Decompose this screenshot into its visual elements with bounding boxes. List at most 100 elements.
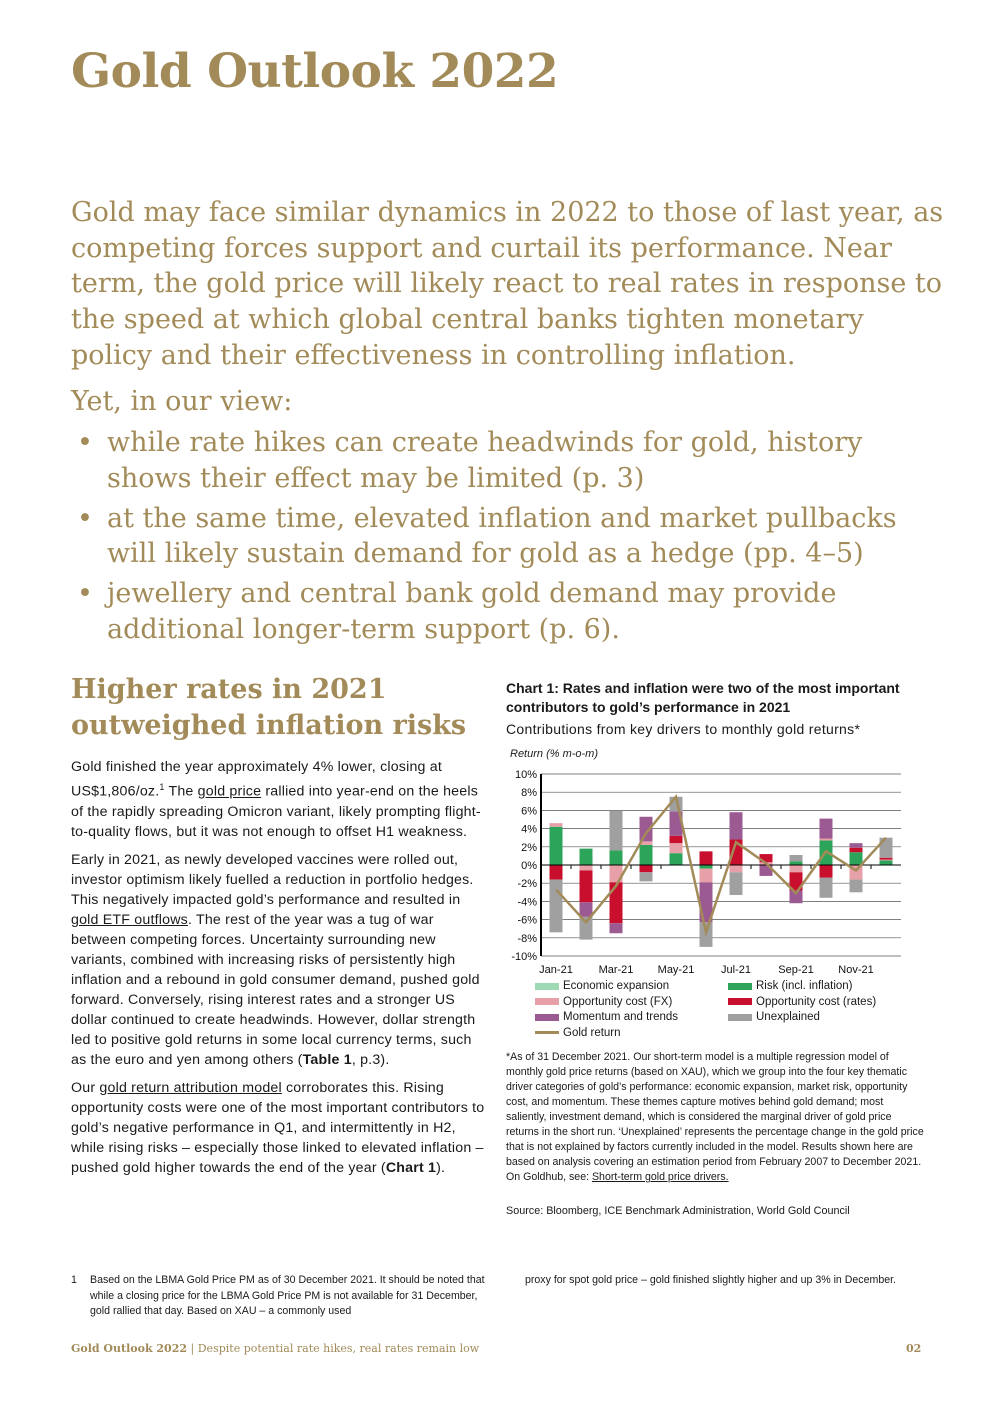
y-tick-label: -8% [517,933,537,945]
gold-price-link[interactable]: gold price [197,783,262,800]
bar-segment [579,848,593,865]
gold-return-line [555,793,887,938]
body-text: Gold finished the year approximately 4% … [71,757,489,1186]
bar-segment [639,872,653,882]
text: Early in 2021, as newly developed vaccin… [71,851,474,908]
page-number: 02 [906,1342,922,1355]
y-tick-label: 2% [521,842,537,854]
bar-segment [729,872,743,896]
chart-title: Chart 1: Rates and inflation were two of… [506,680,900,715]
bar-segment [639,865,653,873]
bar-segment [609,850,623,865]
bar-segment [669,853,683,865]
bar-segment [669,811,683,836]
bar-segment [849,843,863,848]
bar-segment [879,857,893,860]
text: rallied into year-end on the heels of th… [71,783,481,840]
chart-ref: Chart 1 [385,1159,437,1176]
page-title: Gold Outlook 2022 [71,44,559,99]
bullet-item: while rate hikes can create headwinds fo… [71,425,951,496]
bar-segment [879,837,893,858]
legend-swatch [728,998,752,1005]
bar-segment [699,865,713,869]
x-tick-label: May-21 [658,964,695,976]
bar-segment [789,861,803,865]
legend-swatch [728,1013,752,1021]
bar-segment [699,851,713,865]
x-tick-label: Mar-21 [599,964,634,976]
text: Gold finished the year approximately 4% … [71,759,443,800]
bullet-item: at the same time, elevated inflation and… [71,501,951,572]
bar-segment [819,838,833,841]
y-axis-label: Return (% m-o-m) [510,748,599,760]
footnote-number: 1 [71,1274,77,1286]
bar-segment [549,879,563,933]
footer-section: Despite potential rate hikes, real rates… [197,1342,480,1355]
bar-segment [819,818,833,839]
text: The [164,783,198,800]
footnote-ref[interactable]: 1 [159,782,165,792]
y-tick-label: 8% [521,787,537,799]
legend-swatch [535,1031,559,1034]
bar-segment [789,865,803,873]
bar-segment [789,872,803,891]
bar-segment [849,847,863,853]
bar-segment [639,816,653,842]
bar-segment [609,810,623,851]
footnote-text: Based on the LBMA Gold Price PM as of 30… [90,1274,485,1317]
bar-segment [609,923,623,934]
bar-segment [579,865,593,871]
legend-item: Momentum and trends [535,1011,678,1023]
y-tick-label: 10% [515,769,537,781]
bar-segment [759,865,773,876]
attribution-model-link[interactable]: gold return attribution model [99,1079,282,1096]
chart-subtitle: Contributions from key drivers to monthl… [506,721,861,737]
note-text: *As of 31 December 2021. Our short-term … [506,1051,924,1183]
bar-segment [759,854,773,863]
x-tick-label: Jul-21 [721,964,751,976]
section-heading: Higher rates in 2021 outweighed inflatio… [71,674,467,741]
chart: 10% 8% 6% 4% 2% 0% -2% -4% -6% -8% -10%Jan-21 Mar-2… [511,769,901,976]
footer-doc-title: Gold Outlook 2022 [71,1342,188,1355]
legend-swatch [535,1013,559,1021]
text: corroborates this. Rising opportunity co… [71,1079,485,1176]
legend-label: Opportunity cost (rates) [756,995,877,1008]
paragraph: Our gold return attribution model corrob… [71,1078,489,1178]
bar-segment [669,843,683,854]
footnote-continued: proxy for spot gold price – gold finishe… [525,1274,896,1286]
bar-segment [549,823,563,827]
legend-item: Risk (incl. inflation) [728,980,853,992]
legend-swatch [728,982,752,990]
y-tick-label: 6% [521,805,537,817]
y-tick-label: -4% [517,896,537,908]
bar-segment [729,812,743,840]
bar-segment [639,841,653,845]
x-tick-label: Jan-21 [539,964,573,976]
page-footer: Gold Outlook 2022 | Despite potential ra… [71,1342,479,1355]
footnote: 1 Based on the LBMA Gold Price PM as of 3… [71,1273,491,1320]
legend-swatch [535,998,559,1005]
table-ref: Table 1 [302,1051,352,1068]
intro-lead: Gold may face similar dynamics in 2022 t… [71,197,944,371]
bar-segment [879,860,893,865]
bar-segment [849,852,863,865]
bar-segment [549,826,563,865]
short-term-drivers-link[interactable]: Short-term gold price drivers. [591,1171,729,1183]
bar-segment [849,879,863,893]
paragraph: Early in 2021, as newly developed vaccin… [71,850,489,1070]
bar-segment [549,865,563,880]
y-tick-label: -10% [511,951,537,963]
legend-item: Unexplained [728,1011,820,1023]
legend-item: Opportunity cost (FX) [535,996,672,1008]
chart-note: *As of 31 December 2021. Our short-term … [506,1050,926,1185]
legend-item: Gold return [535,1027,621,1039]
bar-segment [669,835,683,844]
gold-etf-outflows-link[interactable]: gold ETF outflows [71,911,188,928]
bar-segment [639,844,653,865]
legend-swatch [535,982,559,990]
bar-segment [819,865,833,878]
text: Our [71,1079,100,1096]
legend-label: Risk (incl. inflation) [756,980,853,992]
y-tick-label: -2% [517,878,537,890]
y-tick-label: 4% [521,824,537,836]
